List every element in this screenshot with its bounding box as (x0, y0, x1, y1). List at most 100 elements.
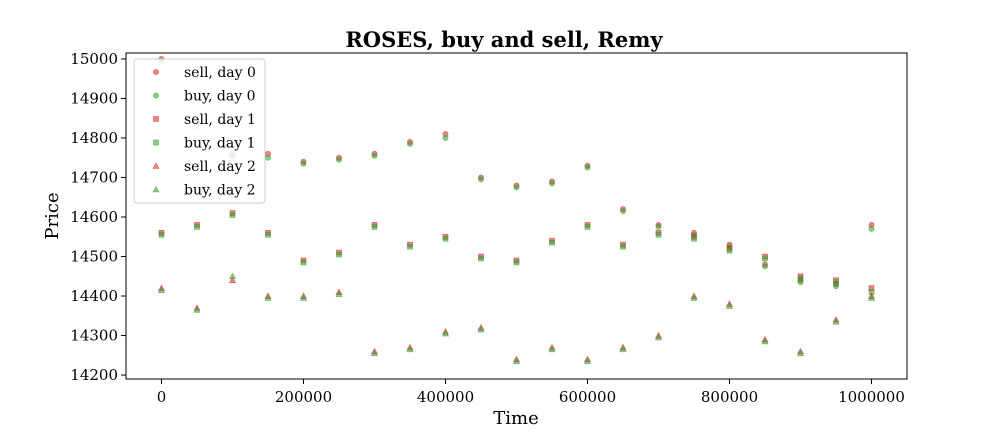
x-axis: 0 200000 400000 600000 800000 1000000 (157, 379, 905, 406)
data-point (833, 279, 839, 285)
legend-marker (153, 116, 159, 122)
data-point (761, 337, 769, 345)
legend-label: sell, day 2 (184, 159, 256, 175)
data-point (832, 318, 840, 325)
y-tick-label: 14900 (70, 89, 118, 107)
data-point (228, 272, 237, 280)
data-point (442, 235, 449, 242)
data-point (193, 306, 201, 313)
y-tick-label: 14200 (70, 366, 118, 384)
legend-label: sell, day 0 (184, 65, 256, 81)
series-2 (158, 210, 875, 291)
y-tick-label: 15000 (70, 50, 118, 68)
series-0 (158, 56, 875, 288)
legend-marker (153, 139, 159, 146)
data-point (762, 255, 768, 262)
data-point (264, 294, 272, 301)
legend-label: sell, day 1 (184, 112, 256, 128)
data-point (407, 243, 413, 250)
legend-entry: buy, day 0 (153, 89, 256, 105)
data-point (725, 302, 734, 309)
data-point (299, 294, 308, 301)
data-point (300, 160, 307, 167)
x-tick-label: 1000000 (838, 388, 905, 406)
data-point (797, 275, 804, 282)
data-point (513, 259, 520, 266)
series-5 (157, 272, 876, 365)
x-tick-label: 200000 (275, 388, 332, 406)
legend-label: buy, day 1 (184, 136, 256, 152)
data-point (371, 152, 378, 159)
data-point (265, 154, 271, 161)
data-point (654, 333, 663, 341)
y-tick-label: 14500 (70, 248, 118, 266)
x-tick-label: 0 (157, 388, 167, 406)
series-3 (158, 212, 875, 295)
data-point (549, 180, 555, 187)
data-point (335, 290, 343, 297)
data-point (512, 357, 521, 365)
data-point (157, 286, 166, 293)
data-point (229, 212, 236, 218)
data-point (300, 259, 307, 266)
x-tick-label: 800000 (701, 388, 758, 406)
data-point (584, 164, 591, 171)
legend-box (133, 58, 266, 204)
data-point (194, 224, 200, 230)
data-point (548, 345, 556, 353)
chart-title: ROSES, buy and sell, Remy (345, 27, 663, 52)
data-point (584, 224, 591, 230)
data-point (620, 243, 626, 250)
data-point (478, 255, 484, 262)
data-point (796, 349, 805, 357)
data-point (762, 263, 768, 270)
legend-label: buy, day 2 (184, 183, 256, 199)
y-tick-label: 14400 (70, 287, 118, 305)
data-point (690, 294, 698, 301)
data-point (370, 349, 379, 357)
data-point (477, 325, 485, 333)
legend-entry: sell, day 2 (152, 159, 256, 175)
y-tick-label: 14800 (70, 129, 118, 147)
data-point (655, 231, 662, 238)
data-point (371, 224, 378, 230)
y-tick-label: 14600 (70, 208, 118, 226)
legend-marker (152, 162, 160, 169)
data-point (336, 156, 342, 163)
data-point (655, 223, 662, 230)
data-point (691, 235, 697, 242)
legend-marker (153, 69, 159, 75)
data-point (265, 231, 271, 238)
x-tick-label: 400000 (417, 388, 474, 406)
legend: sell, day 0 buy, day 0 sell, day 1 buy, day… (133, 58, 266, 204)
data-point (726, 247, 733, 254)
data-point (549, 239, 555, 246)
legend-marker (153, 92, 159, 99)
plot-frame (125, 52, 908, 380)
data-point (583, 357, 592, 365)
data-point (867, 294, 876, 301)
data-point (441, 329, 450, 337)
data-point (407, 140, 413, 147)
data-point (158, 231, 165, 238)
y-tick-label: 14300 (70, 327, 118, 345)
data-point (620, 208, 626, 214)
data-point (442, 135, 449, 141)
data-point (228, 276, 237, 284)
legend-entry: buy, day 1 (153, 136, 256, 152)
data-point (619, 345, 627, 353)
data-point (868, 225, 875, 232)
series-4 (157, 276, 876, 363)
x-tick-label: 600000 (559, 388, 616, 406)
legend-entry: buy, day 2 (152, 183, 256, 199)
y-axis-label: Price (42, 192, 63, 239)
data-point (336, 251, 342, 258)
legend-entry: sell, day 0 (153, 65, 256, 81)
data-point (513, 184, 520, 191)
data-point (406, 345, 414, 353)
legend-marker (152, 185, 160, 193)
x-axis-label: Time (493, 408, 538, 429)
y-axis: 14200 14300 14400 14500 14600 14700 14800 14900… (70, 50, 126, 384)
plot-area (157, 56, 876, 365)
